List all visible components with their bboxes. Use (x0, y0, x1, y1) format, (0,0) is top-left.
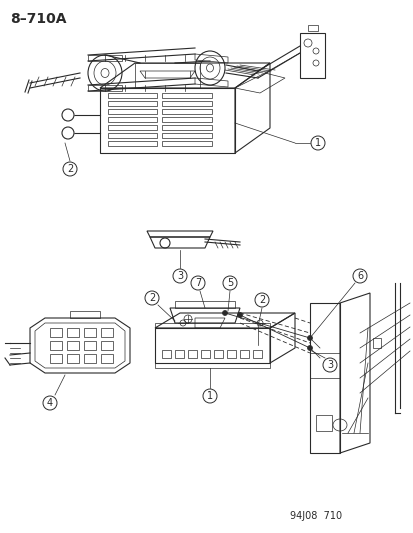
Circle shape (43, 396, 57, 410)
Circle shape (173, 269, 187, 283)
Circle shape (237, 312, 242, 318)
Circle shape (222, 311, 227, 316)
Circle shape (254, 293, 268, 307)
Text: 2: 2 (67, 164, 73, 174)
Text: 1: 1 (206, 391, 213, 401)
Circle shape (62, 127, 74, 139)
Text: 3: 3 (176, 271, 183, 281)
Circle shape (223, 276, 236, 290)
Text: 5: 5 (226, 278, 233, 288)
Circle shape (352, 269, 366, 283)
Text: 3: 3 (326, 360, 332, 370)
Text: 2: 2 (149, 293, 155, 303)
Text: 6: 6 (356, 271, 362, 281)
Circle shape (307, 335, 312, 341)
Circle shape (62, 109, 74, 121)
Circle shape (307, 345, 312, 351)
Text: 2: 2 (258, 295, 264, 305)
Circle shape (145, 291, 159, 305)
Circle shape (322, 358, 336, 372)
Circle shape (63, 162, 77, 176)
Text: 1: 1 (314, 138, 320, 148)
Circle shape (202, 389, 216, 403)
Circle shape (310, 136, 324, 150)
Text: 94J08  710: 94J08 710 (289, 511, 341, 521)
Circle shape (190, 276, 204, 290)
Text: 8–710A: 8–710A (10, 12, 66, 26)
Text: 4: 4 (47, 398, 53, 408)
Text: 7: 7 (195, 278, 201, 288)
